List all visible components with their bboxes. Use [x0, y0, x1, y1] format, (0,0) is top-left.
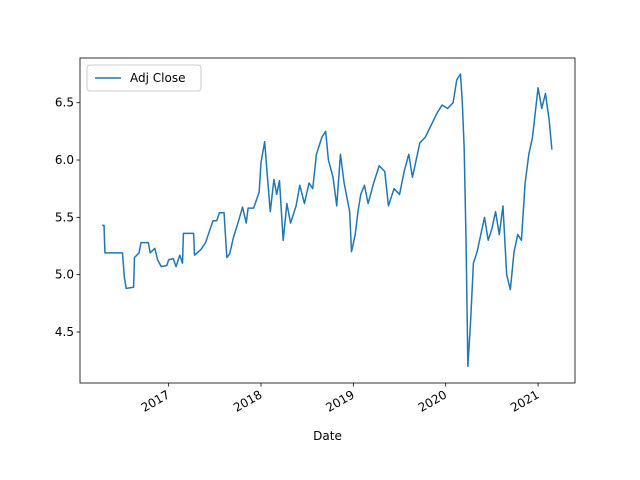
legend-box [86, 64, 202, 92]
y-tick-label: 6.0 [55, 153, 74, 167]
y-tick-label: 4.5 [55, 325, 74, 339]
x-tick-label: 2018 [231, 387, 264, 414]
x-axis-label: Date [313, 429, 342, 443]
x-tick-label: 2020 [416, 387, 449, 414]
plot-frame [79, 57, 576, 384]
y-tick-label: 5.0 [55, 268, 74, 282]
legend-label: Adj Close [130, 71, 185, 85]
line-series [102, 73, 553, 368]
y-tick-label: 5.5 [55, 210, 74, 224]
y-tick-label: 6.5 [55, 96, 74, 110]
x-tick-label: 2019 [323, 387, 356, 414]
x-tick-label: 2021 [508, 387, 541, 414]
x-tick-label: 2017 [139, 387, 172, 414]
